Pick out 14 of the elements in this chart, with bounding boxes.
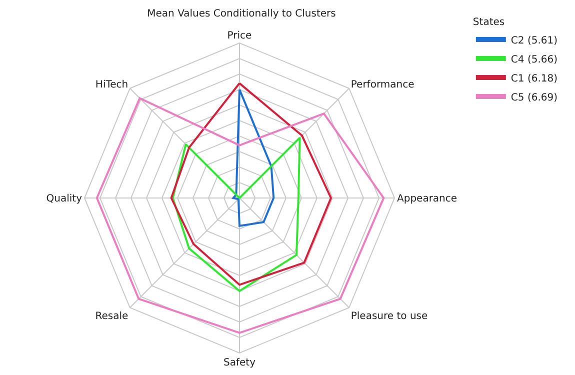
spoke-label: Performance <box>350 80 414 91</box>
legend-label: C1 (6.18) <box>510 73 558 84</box>
spoke-label: Quality <box>46 194 82 204</box>
spoke-label: Price <box>227 30 252 42</box>
legend-title: States <box>472 17 505 28</box>
spoke-label: HiTech <box>95 80 128 91</box>
legend-label: C2 (5.61) <box>510 35 558 46</box>
spoke-label: Appearance <box>397 194 458 204</box>
chart-title: Mean Values Conditionally to Clusters <box>147 8 336 20</box>
spoke-label: Resale <box>95 310 128 322</box>
spoke-label: Pleasure to use <box>350 310 428 322</box>
legend-label: C4 (5.66) <box>510 54 558 66</box>
legend-label: C5 (6.69) <box>510 92 558 104</box>
spoke-label: Safety <box>224 358 256 368</box>
